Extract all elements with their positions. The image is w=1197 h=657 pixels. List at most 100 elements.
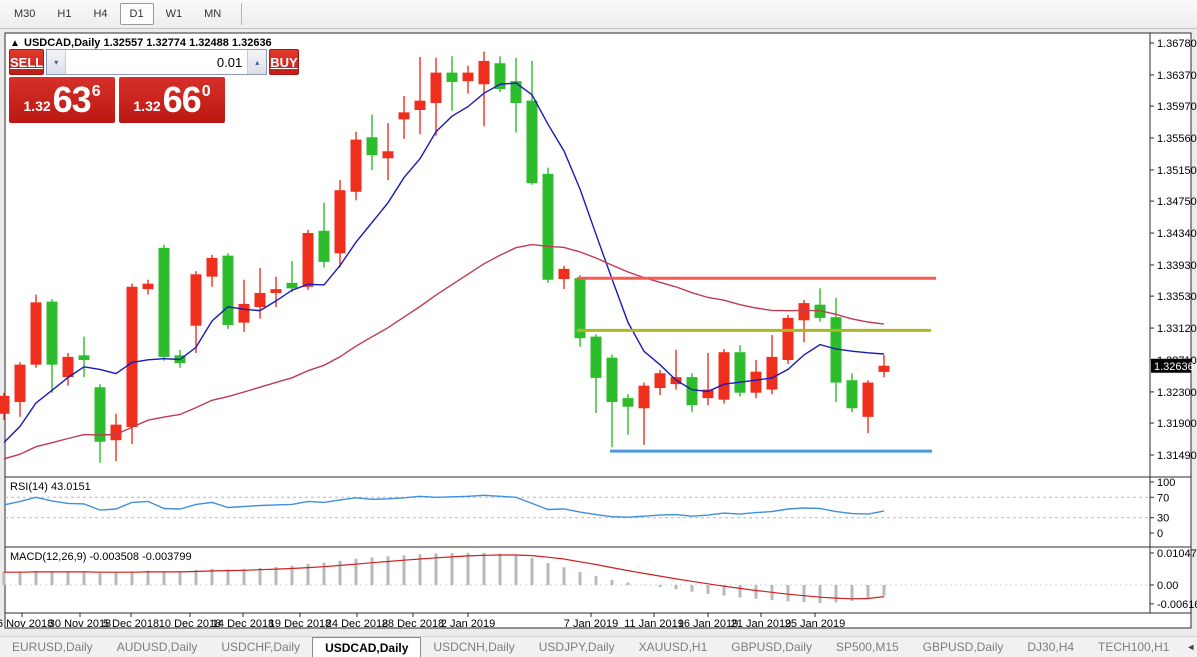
symbol-tab-GBPUSD-Daily[interactable]: GBPUSD,Daily [731,640,812,654]
symbol-tab-XAUUSD-H1[interactable]: XAUUSD,H1 [638,640,708,654]
symbol-tab-USDCNH-Daily[interactable]: USDCNH,Daily [433,640,515,654]
sell-price-tile[interactable]: 1.32 63 6 [9,77,115,123]
candle [846,380,858,409]
symbol-tab-USDCHF-Daily[interactable]: USDCHF,Daily [221,640,301,654]
svg-text:1.34340: 1.34340 [1157,228,1197,240]
svg-text:0: 0 [1157,528,1163,540]
candle [286,282,298,289]
candle [702,389,714,399]
one-click-trade-widget: SELL ▾ ▴ BUY 1.32 63 6 1.32 66 0 [9,49,299,123]
candle [14,364,26,403]
chart-header: ▲ USDCAD,Daily 1.32557 1.32774 1.32488 1.… [10,37,272,49]
candle [526,100,538,184]
time-tick-label: 26 Nov 2018 [0,618,53,630]
symbol-tab-SP500-M15[interactable]: SP500,M15 [835,640,899,654]
svg-text:70: 70 [1157,492,1169,504]
sell-button[interactable]: SELL [9,49,45,75]
candle [0,395,10,414]
candle [430,72,442,103]
symbol-tab-EURUSD-Daily[interactable]: EURUSD,Daily [12,640,93,654]
symbol-tab-USDJPY-Daily[interactable]: USDJPY,Daily [538,640,615,654]
time-tick-label: 25 Jan 2019 [785,618,846,630]
buy-price-pips: 66 [162,79,202,120]
timeframe-toolbar: M30 H1 H4 D1 W1 MN [0,0,1197,29]
time-tick-label: 7 Jan 2019 [564,618,618,630]
symbol-tab-TECH100-H1[interactable]: TECH100,H1 [1098,640,1170,654]
volume-decrease-icon[interactable]: ▾ [47,50,67,74]
candle [590,336,602,378]
tabs-scroll-left-icon[interactable]: ◄ [1186,642,1196,652]
svg-text:1.31900: 1.31900 [1157,418,1197,430]
volume-stepper: ▾ ▴ [46,49,268,75]
timeframe-tab-H1[interactable]: H1 [57,8,72,20]
svg-text:1.31490: 1.31490 [1157,450,1197,462]
svg-text:-0.006164: -0.006164 [1157,599,1197,611]
sell-price-point: 6 [91,83,101,100]
symbol-tab-bar: EURUSD,Daily AUDUSD,Daily USDCHF,Daily USDC… [0,636,1197,657]
timeframe-tab-D1[interactable]: D1 [119,3,154,25]
symbol-tab-GBPUSD-Daily[interactable]: GBPUSD,Daily [922,640,1004,654]
candle [478,60,490,85]
candle [654,373,666,389]
chart-title-ohlc: USDCAD,Daily 1.32557 1.32774 1.32488 1.3… [24,37,272,49]
candle [110,424,122,441]
candle [158,247,170,357]
ma-slow-line [3,243,885,460]
candle [718,352,730,400]
candle [494,63,506,89]
candle [606,357,618,403]
time-tick-label: 2 Jan 2019 [441,618,495,630]
candle [222,255,234,325]
symbol-tab-AUDUSD-Daily[interactable]: AUDUSD,Daily [116,640,198,654]
timeframe-tab-W1[interactable]: W1 [165,8,183,20]
candle [30,302,42,365]
candle [782,317,794,360]
svg-text:1.35150: 1.35150 [1157,165,1197,177]
candle [254,293,266,308]
buy-price-point: 0 [201,83,211,100]
time-tick-label: 5 Dec 2018 [103,618,159,630]
volume-increase-icon[interactable]: ▴ [247,50,267,74]
svg-text:0.00: 0.00 [1157,580,1178,592]
ma-fast-line [3,82,885,443]
svg-text:1.36780: 1.36780 [1157,38,1197,50]
candle [638,385,650,409]
macd-title: MACD(12,26,9) -0.003508 -0.003799 [10,551,192,563]
candle [398,112,410,120]
symbol-tab-USDCAD-Daily[interactable]: USDCAD,Daily [312,637,422,657]
candle [798,303,810,321]
svg-text:100: 100 [1157,477,1175,489]
time-tick-label: 19 Dec 2018 [269,618,331,630]
candle [558,268,570,279]
sell-price-pips: 63 [52,79,92,120]
buy-price-fraction: 1.32 [133,98,161,114]
svg-text:1.35560: 1.35560 [1157,133,1197,145]
timeframe-tab-M30[interactable]: M30 [14,8,36,20]
timeframe-tab-H4[interactable]: H4 [93,8,108,20]
candle [446,72,458,82]
buy-button[interactable]: BUY [269,49,299,75]
time-tick-label: 11 Jan 2019 [624,618,684,630]
svg-text:1.33930: 1.33930 [1157,260,1197,272]
candle [686,377,698,406]
candle [750,371,762,393]
candle [206,257,218,277]
candle [270,289,282,294]
candle [462,72,474,82]
buy-price-tile[interactable]: 1.32 66 0 [119,77,225,123]
candle [46,301,58,365]
candle [382,151,394,159]
candles-layer [0,51,890,463]
toolbar-separator [241,3,243,25]
volume-input[interactable] [66,50,248,74]
timeframe-tab-MN[interactable]: MN [204,8,222,20]
time-tick-label: 16 Jan 2019 [678,618,739,630]
candle [766,356,778,390]
time-tick-label: 21 Jan 2019 [731,618,792,630]
svg-text:1.35970: 1.35970 [1157,101,1197,113]
symbol-tab-DJ30-H4[interactable]: DJ30,H4 [1027,640,1075,654]
svg-text:1.32300: 1.32300 [1157,387,1197,399]
collapse-arrow-icon[interactable]: ▲ [10,38,20,49]
